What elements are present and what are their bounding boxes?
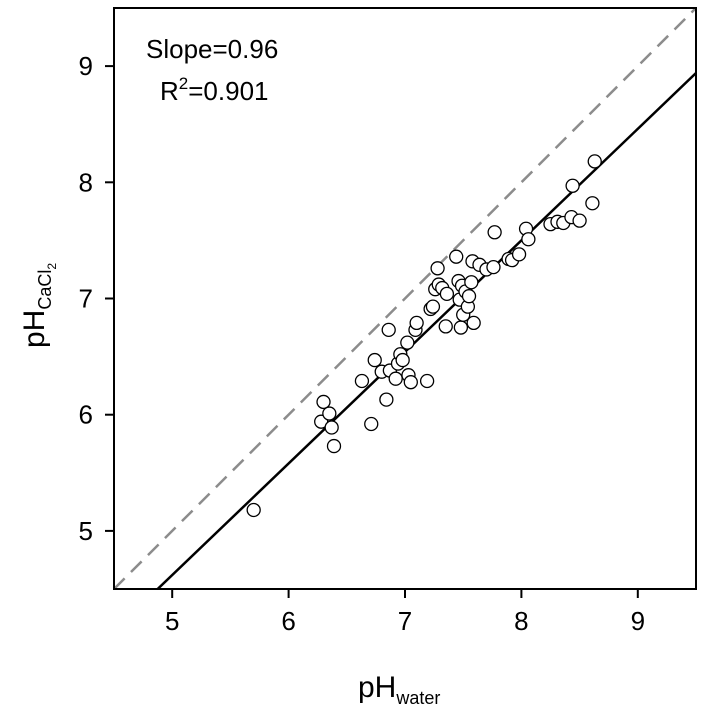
x-axis-title: pHwater: [358, 671, 440, 708]
x-tick-label: 8: [514, 606, 528, 636]
y-axis-title-subscript: CaCl: [35, 270, 55, 310]
data-point: [511, 247, 527, 262]
data-point: [324, 420, 339, 435]
x-axis-title-main: pH: [358, 671, 396, 704]
data-point: [316, 394, 331, 410]
data-point: [572, 213, 587, 228]
r2-annotation: R2=0.901: [160, 74, 269, 106]
slope-annotation: Slope=0.96: [146, 34, 278, 64]
data-point: [364, 416, 379, 432]
x-axis-ticks: 5 6 7 8 9: [165, 589, 645, 636]
y-tick-label: 6: [79, 400, 93, 430]
y-tick-label: 5: [79, 516, 93, 546]
data-point: [403, 375, 418, 390]
data-point: [388, 371, 403, 386]
data-point: [565, 178, 580, 193]
data-point: [453, 320, 469, 335]
data-point: [354, 373, 370, 389]
data-point: [419, 373, 435, 389]
y-tick-label: 9: [79, 51, 93, 81]
data-point: [430, 261, 445, 276]
data-point: [395, 352, 410, 368]
y-axis-title-main: pH: [18, 310, 51, 348]
data-point: [439, 286, 455, 302]
data-point: [464, 275, 479, 290]
y-tick-label: 8: [79, 167, 93, 197]
data-point: [587, 154, 602, 169]
data-point: [438, 319, 453, 334]
x-tick-label: 9: [631, 606, 645, 636]
r2-value: =0.901: [188, 76, 268, 106]
x-tick-label: 7: [398, 606, 412, 636]
data-point: [425, 299, 441, 314]
data-point: [409, 315, 424, 331]
data-point: [487, 225, 502, 240]
data-point: [322, 406, 337, 421]
data-point: [486, 259, 501, 275]
y-axis-title-subscript-2: 2: [45, 263, 59, 270]
data-point: [367, 352, 382, 368]
data-point: [326, 438, 342, 454]
data-point: [466, 315, 481, 331]
y-axis-ticks: 5 6 7 8 9: [79, 51, 114, 546]
x-tick-label: 6: [281, 606, 295, 636]
data-point: [585, 196, 600, 211]
data-point: [246, 502, 261, 518]
data-point: [379, 392, 394, 407]
x-tick-label: 5: [165, 606, 179, 636]
data-point: [449, 249, 464, 264]
r2-letter: R: [160, 76, 179, 106]
data-point: [381, 322, 396, 338]
r2-superscript: 2: [179, 74, 188, 93]
y-tick-label: 7: [79, 284, 93, 314]
y-axis-title: pHCaCl2: [18, 263, 59, 348]
data-points: [246, 154, 602, 518]
data-point: [461, 289, 477, 304]
one-to-one-reference-line: [114, 8, 696, 589]
data-point: [521, 232, 536, 247]
data-point: [400, 335, 415, 350]
x-axis-title-subscript: water: [395, 688, 440, 708]
